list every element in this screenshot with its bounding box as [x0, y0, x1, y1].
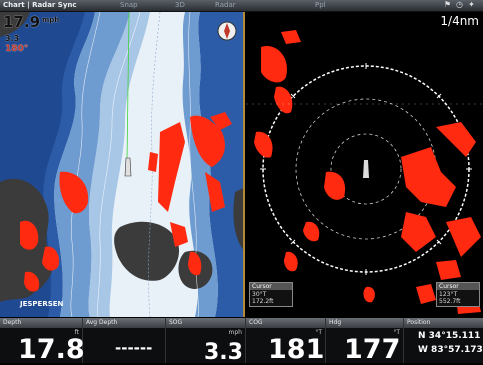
overlay-speed: 17.9: [3, 13, 41, 31]
depth-value: 17.8: [18, 334, 85, 365]
sog-label: SOG: [166, 318, 245, 328]
latitude-value: N 34°15.111: [418, 331, 481, 341]
radar-cursor-box-left-distance: 172.2ft: [252, 298, 274, 305]
menu-item-3d[interactable]: 3D: [175, 1, 185, 9]
radar-cursor-box-right: Cursor 123°T 552.7ft: [436, 282, 480, 307]
satellite-icon[interactable]: ✦: [468, 0, 475, 9]
longitude-value: W 83°57.173: [418, 345, 483, 355]
avg-depth-box[interactable]: Avg Depth ------: [83, 318, 166, 363]
depth-unit: ft: [74, 329, 79, 336]
heading-box[interactable]: Hdg °T 177: [326, 318, 404, 365]
overlay-heading: 180°: [5, 44, 29, 54]
menu-item-ppl[interactable]: Ppl: [315, 1, 326, 9]
sog-value: 3.3: [204, 340, 243, 365]
radar-pane[interactable]: 1/4nm Cursor 30°T 172.2ft Cursor 123°T 5…: [246, 12, 483, 317]
radar-cursor-box-left-bearing: 30°T: [252, 291, 267, 298]
cog-value: 181: [268, 334, 325, 365]
chart-pane[interactable]: 17.9 mph 180° 3.3 JESPERSEN: [0, 12, 245, 317]
radar-display[interactable]: [246, 12, 483, 317]
chart-map[interactable]: [0, 12, 245, 317]
sog-unit: mph: [228, 329, 242, 336]
radar-range: 1/4nm: [440, 14, 479, 28]
radar-cursor-box-left: Cursor 30°T 172.2ft: [249, 282, 293, 307]
cog-box[interactable]: COG °T 181: [246, 318, 326, 365]
position-label: Position: [404, 318, 483, 328]
depth-label: Depth: [0, 318, 82, 328]
alarm-icon[interactable]: ⚑: [443, 0, 452, 9]
radar-cursor-box-right-bearing: 123°T: [439, 291, 458, 298]
clock-icon[interactable]: ◷: [456, 0, 463, 9]
avg-depth-label: Avg Depth: [83, 318, 165, 328]
window-title: Chart | Radar Sync: [3, 1, 77, 9]
cog-label: COG: [246, 318, 325, 328]
radar-cursor-box-right-distance: 552.7ft: [439, 298, 461, 305]
sog-box[interactable]: SOG mph 3.3: [166, 318, 246, 365]
map-place-label: JESPERSEN: [20, 300, 64, 308]
top-status-bar: Chart | Radar Sync Snap 3D Radar Ppl ⚑ ◷…: [0, 0, 483, 12]
heading-label: Hdg: [326, 318, 403, 328]
overlay-speed-unit: mph: [42, 16, 60, 24]
depth-box[interactable]: Depth ft 17.8: [0, 318, 85, 365]
data-bar: Depth ft 17.8 Avg Depth ------ SOG mph 3…: [0, 318, 483, 365]
position-box[interactable]: Position N 34°15.111 W 83°57.173: [404, 318, 483, 363]
overlay-speed-small: 3.3: [5, 34, 20, 43]
radar-cursor-box-left-title: Cursor: [250, 283, 292, 290]
avg-depth-value: ------: [115, 339, 153, 357]
menu-item-snap[interactable]: Snap: [120, 1, 138, 9]
menu-item-radar[interactable]: Radar: [215, 1, 236, 9]
heading-unit: °T: [393, 329, 400, 336]
heading-value: 177: [344, 334, 401, 365]
cog-unit: °T: [315, 329, 322, 336]
radar-cursor-box-right-title: Cursor: [437, 283, 479, 290]
